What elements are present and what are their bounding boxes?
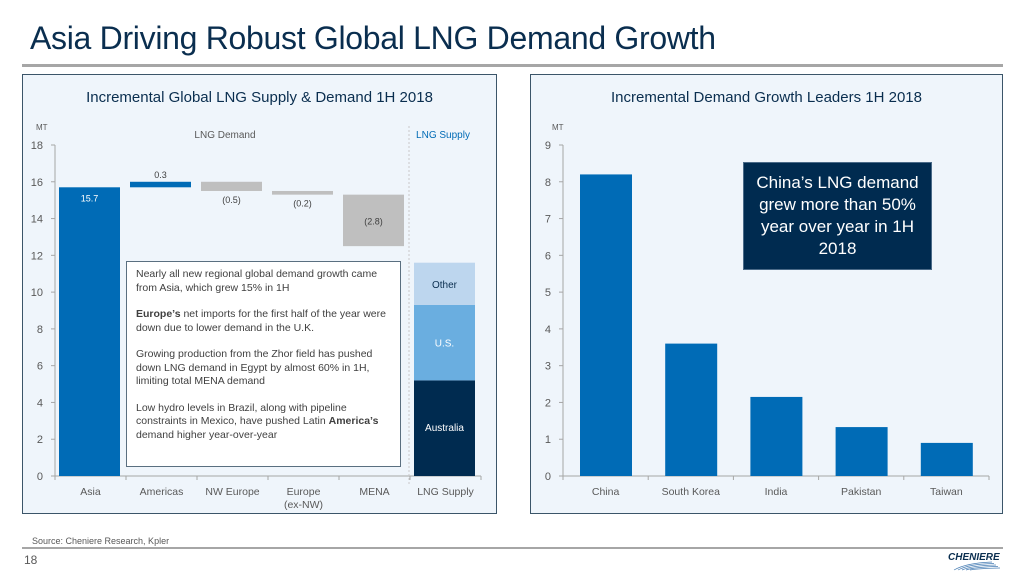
commentary-textbox: Nearly all new regional global demand gr… [126, 261, 401, 467]
y-axis-unit-label: MT [36, 123, 48, 132]
page-number: 18 [24, 553, 38, 567]
x-category-label: India [765, 486, 788, 498]
source-note: Source: Cheniere Research, Kpler [32, 536, 170, 546]
supply-segment-label: Other [432, 280, 458, 291]
supply-segment-label: Australia [425, 423, 464, 434]
commentary-americas-text-a: Low hydro levels in Brazil, along with p… [136, 401, 347, 428]
y-tick-label: 16 [31, 177, 43, 189]
bar-south-korea [665, 343, 718, 476]
y-tick-label: 6 [545, 250, 551, 262]
y-tick-label: 8 [545, 177, 551, 189]
y-tick-label: 6 [37, 361, 43, 373]
y-tick-label: 8 [37, 324, 43, 336]
y-tick-label: 12 [31, 250, 43, 262]
y-tick-label: 5 [545, 287, 551, 299]
data-label: 15.7 [81, 193, 99, 203]
waterfall-bar-americas [130, 181, 191, 188]
y-tick-label: 2 [37, 434, 43, 446]
waterfall-bar-europe-ex-nw- [272, 190, 333, 195]
cheniere-logo: CHENIERE [948, 552, 1001, 571]
bar-taiwan [920, 442, 973, 476]
x-category-label: Europe [287, 486, 321, 498]
waterfall-bar-nw-europe [201, 181, 262, 191]
logo-wordmark: CHENIERE [948, 552, 1000, 563]
bar-pakistan [835, 427, 888, 476]
y-axis-unit-label: MT [552, 123, 564, 132]
commentary-mena: Growing production from the Zhor field h… [136, 348, 373, 387]
slide-title: Asia Driving Robust Global LNG Demand Gr… [30, 20, 716, 56]
waterfall-bar-mena [343, 194, 404, 247]
y-tick-label: 4 [37, 397, 43, 409]
china-callout: China’s LNG demand grew more than 50% ye… [743, 162, 932, 270]
y-tick-label: 2 [545, 397, 551, 409]
y-tick-label: 3 [545, 361, 551, 373]
x-category-label: (ex-NW) [284, 499, 323, 511]
data-label: (2.8) [364, 216, 383, 226]
x-category-label: China [592, 486, 620, 498]
x-category-label: South Korea [662, 486, 721, 498]
x-category-label: Americas [140, 486, 184, 498]
y-tick-label: 1 [545, 434, 551, 446]
x-category-label: MENA [359, 486, 389, 498]
commentary-americas: Low hydro levels in Brazil, along with p… [136, 402, 391, 443]
commentary-europe-text: net imports for the first half of the ye… [136, 308, 386, 334]
y-tick-label: 4 [545, 324, 551, 336]
y-tick-label: 10 [31, 287, 43, 299]
y-tick-label: 18 [31, 140, 43, 152]
x-category-label: NW Europe [205, 486, 259, 498]
x-category-label: LNG Supply [417, 486, 474, 498]
supply-segment-other [414, 262, 475, 305]
y-tick-label: 0 [545, 471, 551, 483]
x-category-label: Taiwan [930, 486, 963, 498]
title-divider [22, 64, 1003, 67]
data-label: (0.2) [293, 199, 312, 209]
commentary-europe: Europe’s net imports for the first half … [136, 308, 391, 335]
data-label: 0.3 [154, 170, 167, 180]
supply-segment-us [414, 304, 475, 381]
lng-supply-section-label: LNG Supply [416, 130, 470, 141]
x-category-label: Pakistan [841, 486, 881, 498]
y-tick-label: 14 [31, 214, 43, 226]
logo-wave-icon [953, 561, 1001, 571]
x-category-label: Asia [80, 486, 101, 498]
supply-demand-chart-title: Incremental Global LNG Supply & Demand 1… [86, 89, 433, 106]
supply-segment-australia [414, 380, 475, 476]
y-tick-label: 0 [37, 471, 43, 483]
growth-leaders-chart-title: Incremental Demand Growth Leaders 1H 201… [610, 89, 922, 106]
bar-china [580, 174, 632, 476]
commentary-americas-text-b: demand higher year-over-year [136, 428, 278, 441]
bar-india [750, 396, 803, 476]
supply-segment-label: U.S. [435, 339, 454, 350]
data-label: (0.5) [222, 195, 241, 205]
waterfall-bar-asia [59, 187, 120, 477]
commentary-europe-bold: Europe’s [136, 308, 181, 320]
footer-divider [22, 547, 1003, 549]
y-tick-label: 9 [545, 140, 551, 152]
commentary-americas-bold: America’s [328, 415, 379, 427]
y-tick-label: 7 [545, 214, 551, 226]
commentary-asia: Nearly all new regional global demand gr… [136, 268, 378, 294]
lng-demand-section-label: LNG Demand [194, 130, 255, 141]
